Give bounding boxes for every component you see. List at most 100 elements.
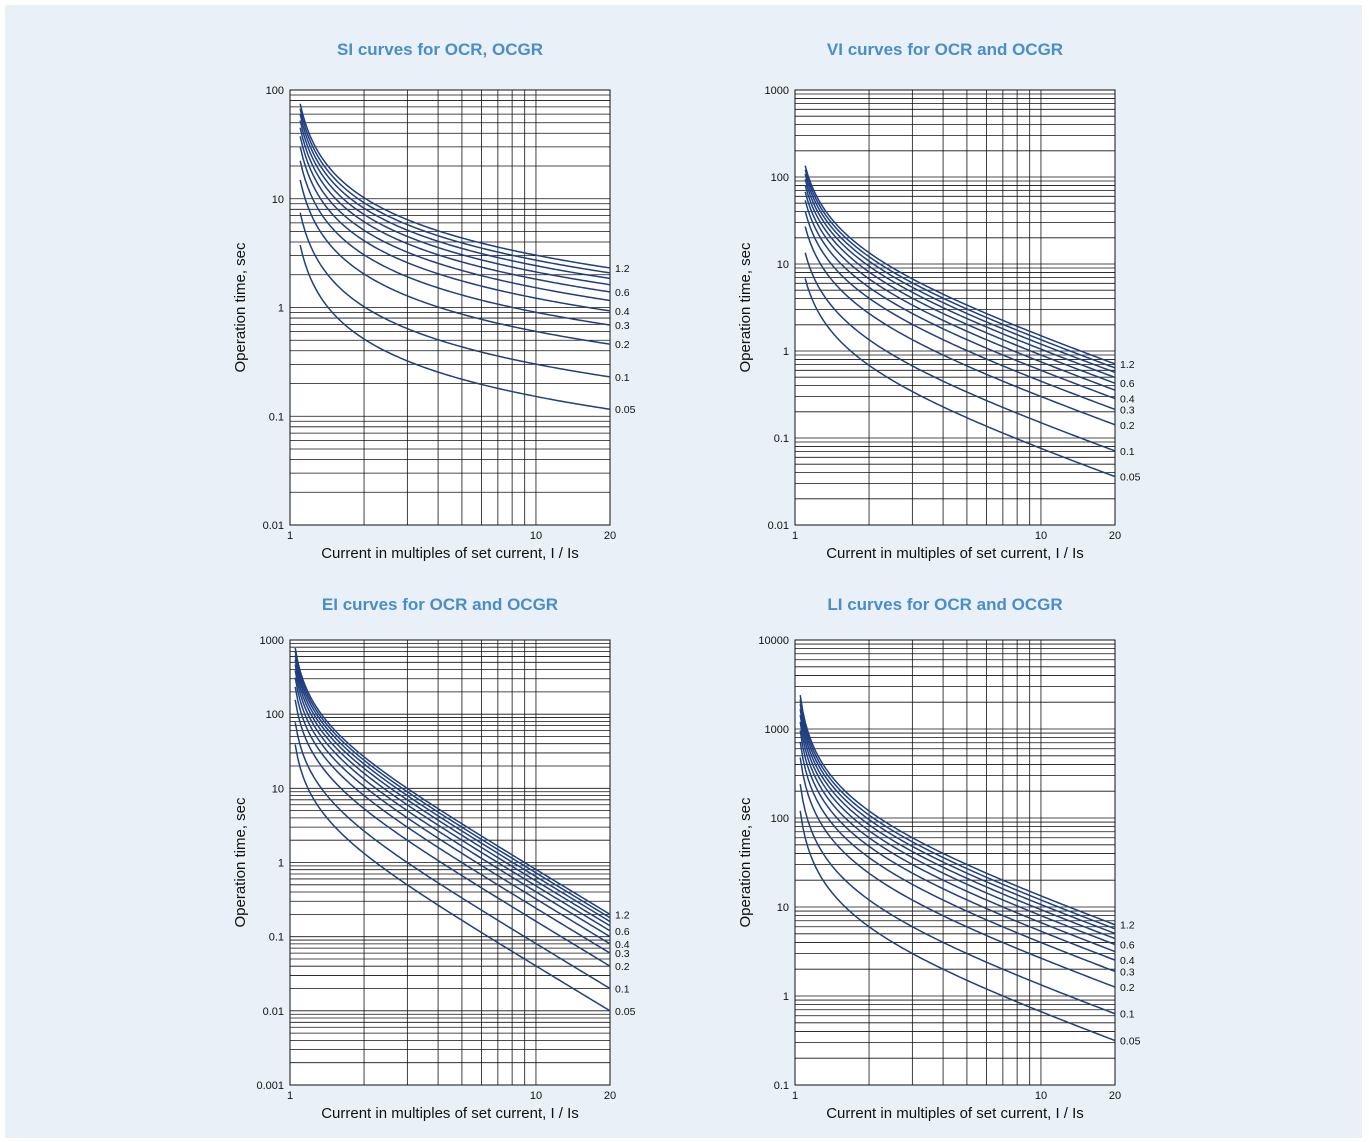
- x-tick-label: 10: [1035, 1090, 1047, 1102]
- series-line-0.2: [294, 699, 611, 967]
- y-tick-label: 1: [278, 303, 284, 315]
- y-tick-label: 0.1: [774, 433, 789, 445]
- series-label: 0.4: [1120, 394, 1135, 406]
- y-tick-label: 10000: [758, 635, 789, 647]
- series-line-0.05: [294, 744, 611, 1012]
- y-tick-label: 1000: [765, 85, 789, 97]
- series-label: 0.1: [615, 372, 630, 384]
- x-tick-label: 20: [1109, 530, 1121, 542]
- series-line-0.05: [299, 244, 611, 410]
- series-label: 0.6: [615, 287, 630, 299]
- series-line-0.3: [799, 741, 1116, 973]
- series-label: 0.3: [615, 320, 630, 332]
- chart-si-plot: 0.01 0.1 1 10 100 1 10 20 Current in multiples o…: [232, 85, 636, 562]
- y-tick-label: 10: [777, 259, 789, 271]
- chart-title: VI curves for OCR and OCGR: [826, 40, 1064, 59]
- series-line-1.2: [804, 165, 1116, 365]
- series-line-0.8: [294, 655, 611, 923]
- chart-vi-plot: 0.01 0.1 1 10 100 1000 1 10 20 Current in multipl…: [737, 85, 1141, 562]
- series-line-1.0: [799, 699, 1116, 930]
- y-tick-label: 1000: [765, 724, 789, 736]
- series-line-0.05: [799, 810, 1116, 1042]
- series-line-0.4: [804, 200, 1116, 400]
- chart-li: LI curves for OCR and OCGR 0.1 1 10 100 1000…: [730, 595, 1160, 1125]
- x-axis-label: Current in multiples of set current, I /…: [321, 1105, 579, 1122]
- y-tick-label: 0.001: [256, 1080, 284, 1092]
- series-line-0.05: [804, 278, 1116, 478]
- chart-title: LI curves for OCR and OCGR: [827, 595, 1063, 614]
- y-tick-label: 0.01: [768, 520, 789, 532]
- plot-border: [794, 639, 1116, 1086]
- series-line-0.7: [294, 659, 611, 927]
- series-line-0.8: [299, 114, 611, 280]
- y-tick-label: 1: [783, 346, 789, 358]
- series-line-0.6: [804, 184, 1116, 384]
- y-tick-label: 1000: [260, 635, 284, 647]
- chart-ei-plot: 0.001 0.01 0.1 1 10 100 1000 1 10 20 Current in mu…: [232, 635, 636, 1122]
- series-line-0.5: [799, 721, 1116, 953]
- series-label: 0.2: [615, 339, 630, 351]
- y-tick-label: 0.01: [263, 1006, 284, 1018]
- x-tick-label: 1: [287, 530, 293, 542]
- x-tick-label: 20: [604, 530, 616, 542]
- series-line-1.0: [804, 169, 1116, 369]
- series-label: 0.6: [1120, 378, 1135, 390]
- series-line-0.5: [294, 670, 611, 938]
- y-tick-label: 1: [278, 858, 284, 870]
- figure-background: SI curves for OCR, OCGR 0.01 0.1 1 10 100 1 10…: [5, 5, 1362, 1138]
- x-tick-label: 20: [604, 1090, 616, 1102]
- series-label: 1.2: [615, 263, 630, 275]
- series-line-0.7: [799, 708, 1116, 940]
- series-line-0.6: [299, 127, 611, 293]
- series-label: 0.3: [615, 948, 630, 960]
- y-tick-label: 0.1: [269, 932, 284, 944]
- series-label: 0.05: [1120, 472, 1141, 484]
- y-tick-label: 10: [777, 902, 789, 914]
- y-axis-label: Operation time, sec: [737, 797, 754, 928]
- series-line-0.6: [294, 664, 611, 932]
- series-line-0.5: [804, 191, 1116, 391]
- y-tick-label: 0.01: [263, 520, 284, 532]
- series-line-0.1: [299, 212, 611, 378]
- chart-vi: VI curves for OCR and OCGR 0.01 0.1 1 10 100…: [730, 40, 1160, 575]
- series-line-0.8: [804, 173, 1116, 374]
- series-label: 1.2: [1120, 920, 1135, 932]
- series-line-0.4: [799, 730, 1116, 961]
- series-label: 0.1: [615, 984, 630, 996]
- y-axis-label: Operation time, sec: [737, 242, 754, 373]
- series-label: 0.05: [1120, 1036, 1141, 1048]
- x-tick-label: 1: [287, 1090, 293, 1102]
- series-line-1.0: [299, 108, 611, 274]
- series-line-0.4: [294, 677, 611, 945]
- series-label: 0.1: [1120, 446, 1135, 458]
- y-tick-label: 10: [272, 783, 284, 795]
- y-tick-label: 100: [266, 85, 284, 97]
- y-axis-label: Operation time, sec: [232, 242, 249, 373]
- series-label: 0.3: [1120, 404, 1135, 416]
- series-line-0.8: [799, 703, 1116, 935]
- series-line-0.6: [799, 714, 1116, 946]
- series-label: 0.6: [1120, 940, 1135, 952]
- y-axis-label: Operation time, sec: [232, 797, 249, 928]
- plot-border: [794, 89, 1116, 526]
- chart-si: SI curves for OCR, OCGR 0.01 0.1 1 10 100 1 10…: [225, 40, 655, 575]
- x-tick-label: 1: [792, 1090, 798, 1102]
- series-label: 0.05: [615, 1006, 636, 1018]
- chart-ei: EI curves for OCR and OCGR 0.001 0.01 0.1 1…: [225, 595, 655, 1125]
- series-label: 0.2: [1120, 420, 1135, 432]
- series-line-0.1: [294, 722, 611, 990]
- series-line-0.7: [299, 120, 611, 286]
- x-axis-label: Current in multiples of set current, I /…: [826, 1105, 1084, 1122]
- x-tick-label: 1: [792, 530, 798, 542]
- series-line-0.3: [804, 210, 1116, 411]
- series-label: 0.4: [615, 306, 630, 318]
- x-tick-label: 10: [530, 530, 542, 542]
- x-tick-label: 10: [1035, 530, 1047, 542]
- series-line-0.2: [804, 226, 1116, 426]
- series-label: 0.1: [1120, 1009, 1135, 1021]
- x-tick-label: 20: [1109, 1090, 1121, 1102]
- x-axis-label: Current in multiples of set current, I /…: [826, 545, 1084, 562]
- y-tick-label: 100: [771, 813, 789, 825]
- series-line-0.5: [299, 136, 611, 302]
- series-label: 0.4: [615, 939, 630, 951]
